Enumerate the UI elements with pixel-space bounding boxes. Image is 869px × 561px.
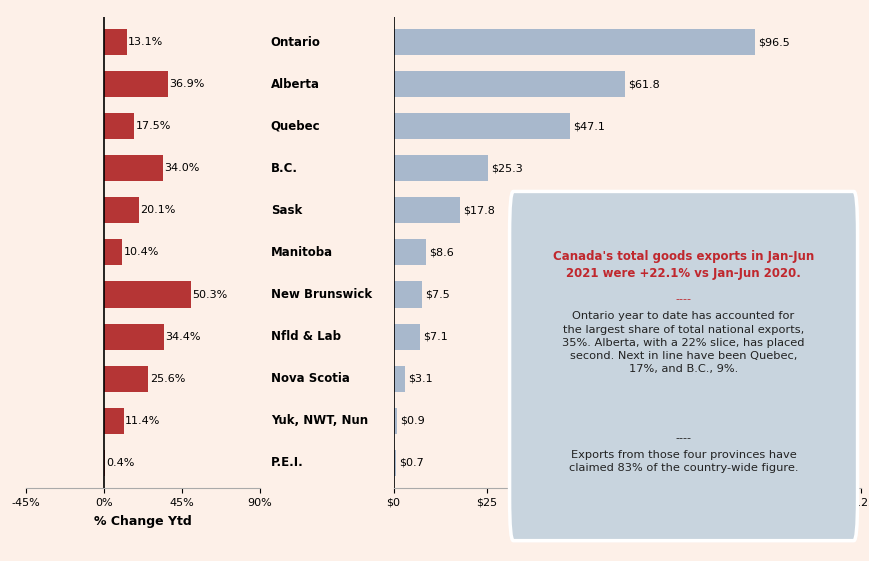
Text: Ontario year to date has accounted for
the largest share of total national expor: Ontario year to date has accounted for t… <box>561 311 804 374</box>
Bar <box>104 71 168 97</box>
Text: $3.1: $3.1 <box>408 374 432 384</box>
Text: Sask: Sask <box>270 204 302 217</box>
Text: 34.4%: 34.4% <box>165 332 200 342</box>
Text: 36.9%: 36.9% <box>169 79 204 89</box>
Bar <box>393 366 405 392</box>
Bar <box>104 366 149 392</box>
Text: Canada's total goods exports in Jan-Jun
2021 were +22.1% vs Jan-Jun 2020.: Canada's total goods exports in Jan-Jun … <box>553 250 813 280</box>
Bar <box>393 71 624 97</box>
Text: 13.1%: 13.1% <box>128 37 163 47</box>
Text: Ontario: Ontario <box>270 35 320 49</box>
Bar <box>104 324 163 350</box>
Text: P.E.I.: P.E.I. <box>270 456 303 470</box>
Text: Quebec: Quebec <box>270 119 320 133</box>
Text: 17.5%: 17.5% <box>136 121 171 131</box>
Text: New Brunswick: New Brunswick <box>270 288 371 301</box>
Text: $61.8: $61.8 <box>627 79 659 89</box>
Text: Nova Scotia: Nova Scotia <box>270 372 349 385</box>
Text: 25.6%: 25.6% <box>149 374 185 384</box>
Text: Exports from those four provinces have
claimed 83% of the country-wide figure.: Exports from those four provinces have c… <box>568 450 798 473</box>
Text: ----: ---- <box>675 295 691 305</box>
Text: 0.4%: 0.4% <box>106 458 135 468</box>
Bar <box>393 113 569 139</box>
Text: 10.4%: 10.4% <box>123 247 159 257</box>
Text: $25.3: $25.3 <box>491 163 522 173</box>
Bar <box>104 197 139 223</box>
Text: $96.5: $96.5 <box>757 37 788 47</box>
Text: $0.7: $0.7 <box>399 458 423 468</box>
Text: Nfld & Lab: Nfld & Lab <box>270 330 341 343</box>
Text: $0.9: $0.9 <box>400 416 424 426</box>
Bar <box>104 408 123 434</box>
Text: B.C.: B.C. <box>270 162 297 175</box>
Bar <box>393 324 420 350</box>
Text: $17.8: $17.8 <box>462 205 494 215</box>
Text: $7.5: $7.5 <box>424 289 449 300</box>
Bar <box>393 282 421 307</box>
Bar <box>393 408 396 434</box>
Text: 34.0%: 34.0% <box>164 163 200 173</box>
Text: $7.1: $7.1 <box>422 332 448 342</box>
Text: ----: ---- <box>675 434 691 443</box>
Bar <box>104 29 127 55</box>
Bar <box>393 240 425 265</box>
Text: 11.4%: 11.4% <box>125 416 161 426</box>
Text: Alberta: Alberta <box>270 77 319 91</box>
Bar <box>104 282 191 307</box>
Bar <box>393 155 488 181</box>
Bar <box>104 155 163 181</box>
Bar <box>104 113 134 139</box>
Bar <box>104 240 122 265</box>
Text: Yuk, NWT, Nun: Yuk, NWT, Nun <box>270 414 368 427</box>
X-axis label: $ Billions CAD: $ Billions CAD <box>578 515 675 528</box>
X-axis label: % Change Ytd: % Change Ytd <box>94 515 192 528</box>
Bar <box>393 450 395 476</box>
Bar <box>393 197 460 223</box>
Text: $47.1: $47.1 <box>572 121 604 131</box>
Text: Manitoba: Manitoba <box>270 246 332 259</box>
Text: 50.3%: 50.3% <box>192 289 228 300</box>
Text: 20.1%: 20.1% <box>140 205 176 215</box>
Bar <box>393 29 753 55</box>
FancyBboxPatch shape <box>509 191 857 541</box>
Text: $8.6: $8.6 <box>428 247 453 257</box>
